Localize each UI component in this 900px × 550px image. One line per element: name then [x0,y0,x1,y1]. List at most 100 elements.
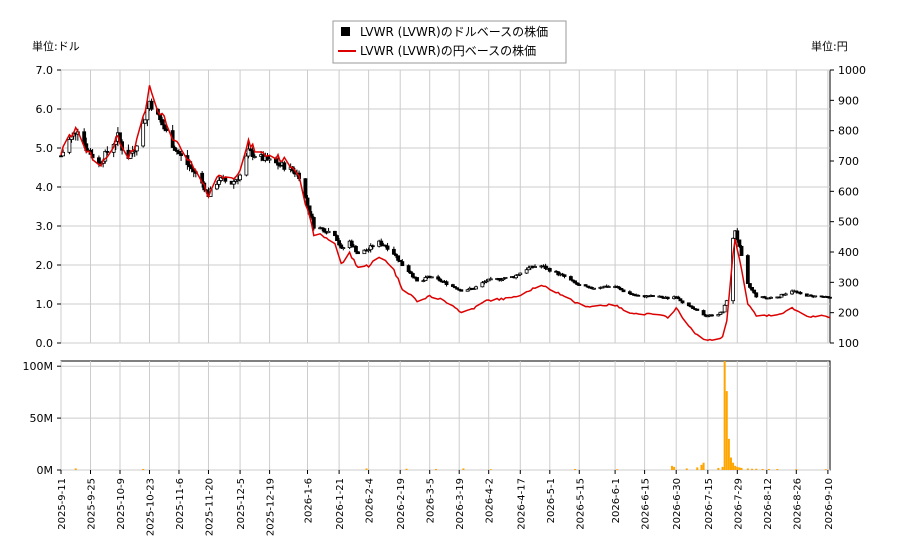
legend-box [332,20,567,64]
candle-body [354,245,358,253]
date-tick-label: 2026-2-19 [396,478,407,530]
candle-body [379,240,384,246]
candle-body [105,150,110,153]
candle-body [627,291,632,294]
candle-body [750,286,754,291]
candle-body [332,230,337,237]
candle-body [276,162,280,166]
candle-body [368,245,373,251]
candle-body [436,276,441,280]
date-tick-label: 2026-5-1 [546,478,557,523]
candle-body [676,296,681,300]
candle-body [160,119,165,126]
volume-bar [74,468,77,470]
legend: LVWR (LVWR)のドルベースの株価 LVWR (LVWR)の円ベースの株価 [332,20,567,64]
date-tick-label: 2025-12-19 [266,478,277,536]
candle-body [349,240,354,247]
candle-body [267,158,272,161]
candle-body [748,283,752,288]
candle-body [252,156,257,158]
candle-body [311,217,316,229]
candle-body [484,280,489,283]
candle-body [813,295,818,298]
date-tick-label: 2026-2-4 [365,478,376,523]
volume-bar [727,438,730,470]
candle-body [177,150,181,155]
candle-body [459,289,464,292]
volume-bar [761,468,764,470]
candle-body [400,261,405,267]
candle-body [370,245,375,248]
price-gridlines [61,69,830,344]
candle-body [583,284,588,287]
candle-body [326,230,331,234]
candle-body [103,150,108,162]
volume-bars [74,361,827,470]
candle-body [303,178,308,199]
volume-bar [755,468,758,470]
candle-body [474,286,478,290]
candle-body [149,100,154,110]
volume-bar [717,467,720,470]
candle-body [82,131,87,145]
volume-bar [616,469,619,470]
volume-bar [795,469,798,470]
jpy-tick-label: 1000 [838,64,866,77]
candle-body [592,287,596,290]
candle-body [737,239,742,247]
candle-body [450,284,455,287]
jpy-tick-label: 900 [838,94,859,107]
usd-tick-label: 2.0 [36,259,54,272]
volume-bar [673,466,676,470]
candle-body [575,282,580,285]
candle-body [394,253,398,257]
jpy-tick-label: 200 [838,307,859,320]
jpy-tick-label: 100 [838,337,859,350]
candle-body [716,314,721,317]
date-axis-ticks: 2025-9-11 2025-9-25 2025-10-9 2025-10-23 202… [57,470,835,536]
candle-body [164,128,169,131]
volume-bar [767,468,770,470]
candle-body [246,148,251,157]
candle-body [619,288,624,291]
date-tick-label: 2025-12-5 [236,478,247,530]
volume-x-gridlines [60,361,829,470]
candle-body [701,310,706,316]
volume-bar [729,457,732,470]
candle-body [695,308,700,311]
date-tick-label: 2026-8-26 [792,478,803,530]
right-unit-label: 単位:円 [811,39,848,53]
jpy-price-line [60,85,831,341]
candle-body [718,311,723,315]
candle-body [524,269,529,274]
candle-body [617,286,622,289]
date-tick-label: 2026-1-21 [335,478,346,530]
volume-bar [751,468,754,470]
candle-body [250,150,255,158]
volume-tick-label: 100M [23,360,54,373]
candle-body [516,274,521,277]
candle-body [533,266,537,268]
usd-tick-label: 7.0 [36,64,54,77]
candle-body [480,282,485,288]
usd-tick-label: 0.0 [36,337,54,350]
volume-bar [700,464,703,470]
candle-body [215,183,219,190]
volume-tick-label: 50M [30,412,54,425]
candle-body [174,150,179,152]
candle-body [59,155,63,158]
usd-tick-label: 4.0 [36,181,54,194]
candle-body [309,213,314,218]
date-tick-label: 2026-9-10 [824,478,835,530]
volume-bar [738,467,741,470]
candle-body [577,284,582,286]
volume-bar [776,468,779,470]
candle-body [415,277,419,282]
candle-body [187,164,192,168]
candle-body [499,279,504,282]
volume-axis-ticks: 0M 50M 100M [23,360,61,477]
candle-body [680,300,685,304]
jpy-tick-label: 600 [838,185,859,198]
volume-bar [725,391,728,470]
